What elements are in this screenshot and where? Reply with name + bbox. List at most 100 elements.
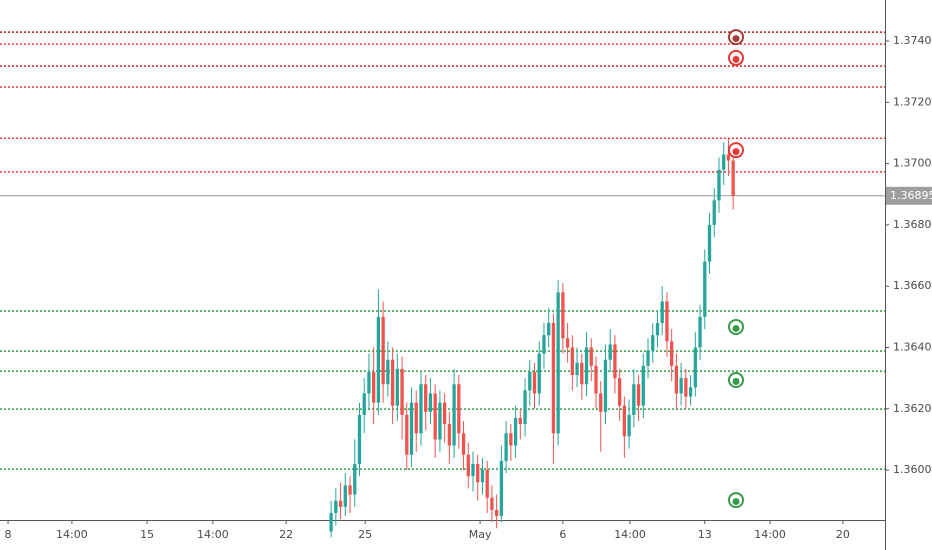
candle-body [372, 371, 376, 403]
x-tick-label: 14:00 [56, 528, 88, 541]
candle-body [433, 393, 437, 440]
candle-body [698, 316, 702, 348]
x-tick-label: 14:00 [754, 528, 786, 541]
candle-body [636, 384, 641, 406]
x-tick-label: 8 [5, 528, 12, 541]
candle-body [414, 402, 418, 434]
candle-body [651, 335, 655, 351]
x-tick-label: 6 [559, 528, 566, 541]
candle-body [622, 405, 627, 437]
signal-marker-dot [732, 148, 740, 156]
candle-body [329, 512, 333, 532]
candle-body [447, 424, 452, 446]
candle-body [428, 393, 433, 412]
candle-body [485, 470, 489, 498]
candle-body [547, 322, 551, 336]
candle-body [386, 359, 390, 385]
signal-marker-dot [732, 324, 740, 332]
candle-body [466, 454, 470, 477]
signal-marker-dot [732, 55, 740, 63]
candle-body [655, 322, 660, 336]
candle-body [703, 261, 707, 317]
last-price-label: 1.36895 [890, 189, 932, 202]
candle-body [528, 371, 532, 391]
y-tick-label: 1.37400 [893, 34, 932, 47]
candle-body [499, 460, 504, 517]
candle-body [348, 485, 352, 495]
candle-body [608, 344, 612, 360]
candle-body [504, 433, 508, 461]
candle-body [457, 384, 461, 434]
candle-body [376, 316, 381, 403]
candle-body [357, 414, 362, 464]
y-tick-label: 1.36800 [893, 218, 932, 231]
candle-body [338, 500, 343, 507]
candle-body [390, 359, 395, 406]
y-tick-label: 1.36600 [893, 279, 932, 292]
candle-body [442, 402, 447, 425]
candle-body [617, 378, 622, 406]
candle-body [537, 353, 541, 394]
x-tick-label: 25 [358, 528, 372, 541]
candle-body [731, 160, 735, 196]
candle-body [509, 433, 513, 446]
candle-body [603, 359, 608, 412]
candle-body [627, 414, 631, 437]
candle-body [532, 371, 537, 394]
x-tick-label: May [469, 528, 492, 541]
candle-body [343, 485, 347, 507]
candle-body [480, 470, 485, 483]
candle-body [561, 292, 565, 339]
candle-body [679, 378, 683, 394]
candle-body [556, 292, 560, 434]
candle-body [409, 402, 414, 455]
candle-body [424, 384, 428, 412]
last-price-box [886, 186, 932, 205]
signal-marker-dot [732, 498, 740, 506]
candle-body [518, 417, 522, 425]
x-tick-label: 22 [279, 528, 293, 541]
candle-body [490, 497, 494, 510]
candle-body [707, 224, 712, 262]
candle-body [688, 387, 693, 397]
candle-body [353, 463, 357, 495]
x-tick-label: 14:00 [614, 528, 646, 541]
candle-body [452, 384, 456, 446]
candle-body [565, 338, 570, 348]
signal-marker-dot [732, 35, 740, 43]
x-tick-label: 14:00 [197, 528, 229, 541]
candle-body [405, 414, 409, 455]
candle-body [476, 463, 480, 483]
candle-body [726, 154, 731, 161]
candle-body [523, 390, 527, 425]
candle-body [722, 154, 726, 170]
candle-body [674, 365, 679, 394]
candle-body [670, 341, 674, 366]
candle-body [513, 417, 518, 446]
candle-body [367, 371, 371, 394]
candle-body [471, 463, 475, 477]
candle-body [542, 335, 546, 354]
candle-body [575, 362, 579, 376]
candle-body [395, 368, 399, 406]
candle-body [589, 347, 593, 366]
y-tick-label: 1.37000 [893, 157, 932, 170]
candle-body [362, 393, 366, 415]
candle-body [438, 402, 442, 440]
candle-body [381, 316, 385, 385]
x-tick-label: 15 [140, 528, 154, 541]
signal-marker-dot [732, 377, 740, 385]
candle-body [580, 362, 584, 385]
candle-body [632, 384, 636, 415]
candle-body [660, 301, 664, 323]
candle-body [641, 365, 645, 406]
candle-body [613, 344, 617, 379]
candle-body [717, 169, 721, 201]
candle-body [334, 500, 338, 513]
candle-body [400, 368, 404, 415]
candle-body [594, 365, 598, 394]
x-tick-label: 20 [836, 528, 850, 541]
candle-body [551, 322, 556, 434]
